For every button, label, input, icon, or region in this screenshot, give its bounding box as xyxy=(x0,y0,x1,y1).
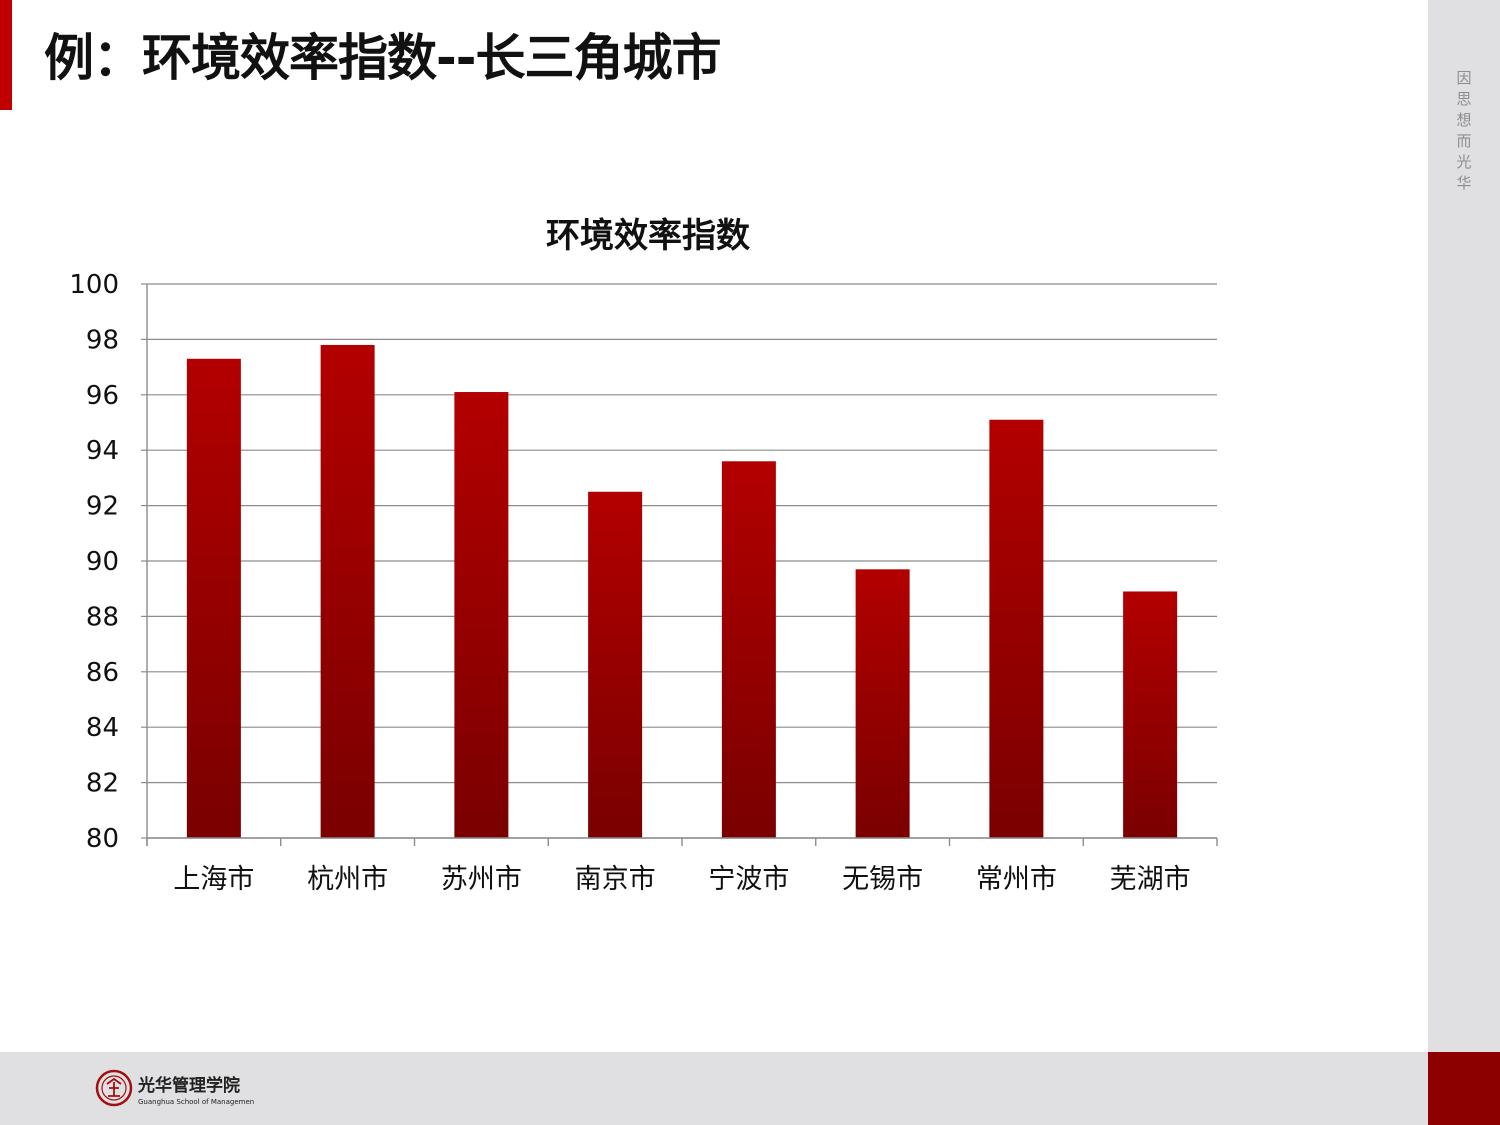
chart-title: 环境效率指数 xyxy=(546,216,750,256)
y-tick-label: 86 xyxy=(86,658,119,688)
bar xyxy=(588,491,643,838)
side-strip xyxy=(1428,0,1500,1052)
bar xyxy=(989,419,1044,838)
footer-band xyxy=(0,1052,1428,1125)
y-tick-label: 82 xyxy=(86,769,119,799)
gridlines xyxy=(141,283,1217,839)
title-accent-bar xyxy=(0,0,12,110)
bar xyxy=(721,461,776,838)
x-tick-labels: 上海市 杭州市 苏州市 南京市 宁波市 无锡市 常州市 芜湖市 xyxy=(173,864,1190,895)
school-logo: 光华管理学院 Guanghua School of Management xyxy=(94,1066,257,1114)
bar xyxy=(186,358,241,838)
bar xyxy=(454,392,509,838)
footer-corner-block xyxy=(1428,1052,1500,1125)
university-seal-icon xyxy=(95,1069,133,1107)
y-tick-label: 88 xyxy=(86,602,119,632)
x-tick-label: 芜湖市 xyxy=(1110,864,1191,895)
x-tick-label: 宁波市 xyxy=(708,864,789,895)
y-tick-labels: 80 82 84 86 88 90 92 94 96 98 100 xyxy=(69,270,119,854)
slide-title: 例：环境效率指数--长三角城市 xyxy=(44,29,722,87)
y-tick-label: 84 xyxy=(86,713,119,743)
x-tick-label: 南京市 xyxy=(575,864,656,895)
bar xyxy=(1123,591,1178,838)
y-tick-label: 90 xyxy=(86,547,119,577)
logo-name-cn: 光华管理学院 xyxy=(137,1075,240,1096)
y-tick-label: 80 xyxy=(86,824,119,854)
y-tick-label: 94 xyxy=(86,436,119,466)
y-tick-label: 100 xyxy=(69,270,119,300)
bars xyxy=(186,344,1178,838)
x-tick-label: 上海市 xyxy=(173,864,254,895)
x-tick-label: 常州市 xyxy=(976,864,1057,895)
x-tick-label: 苏州市 xyxy=(441,864,522,895)
y-tick-label: 96 xyxy=(86,381,119,411)
bar xyxy=(855,569,910,838)
bar-chart: 环境效率指数 80 82 84 86 88 90 92 94 96 98 100 上海市 杭州市 苏州市… xyxy=(69,216,1218,895)
y-tick-label: 98 xyxy=(86,325,119,355)
x-tick-label: 杭州市 xyxy=(307,864,388,895)
side-motto: 因思想 而光华 xyxy=(1456,69,1472,192)
y-tick-label: 92 xyxy=(86,492,119,522)
logo-name-en: Guanghua School of Management xyxy=(138,1098,254,1106)
bar xyxy=(320,344,375,838)
axes xyxy=(146,284,1218,846)
x-tick-label: 无锡市 xyxy=(842,864,923,895)
